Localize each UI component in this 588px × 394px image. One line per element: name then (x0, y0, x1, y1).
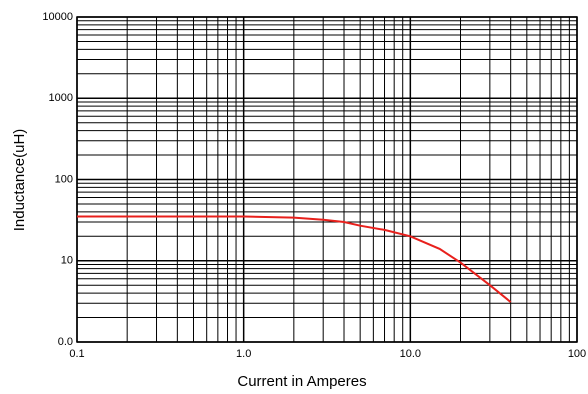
y-tick-label: 0.0 (58, 336, 73, 348)
y-axis-title: Inductance(uH) (11, 129, 28, 232)
y-tick-label: 10 (61, 255, 73, 267)
x-tick-label: 0.1 (69, 348, 84, 360)
x-tick-label: 10.0 (400, 348, 421, 360)
y-tick-label: 10000 (42, 11, 73, 23)
plot-border (76, 16, 578, 343)
y-tick-label: 100 (55, 173, 73, 185)
x-tick-label: 1.0 (236, 348, 251, 360)
data-line (77, 215, 512, 303)
x-tick-label: 100 (568, 348, 586, 360)
x-axis-title: Current in Amperes (237, 373, 366, 390)
y-tick-label: 1000 (49, 92, 73, 104)
